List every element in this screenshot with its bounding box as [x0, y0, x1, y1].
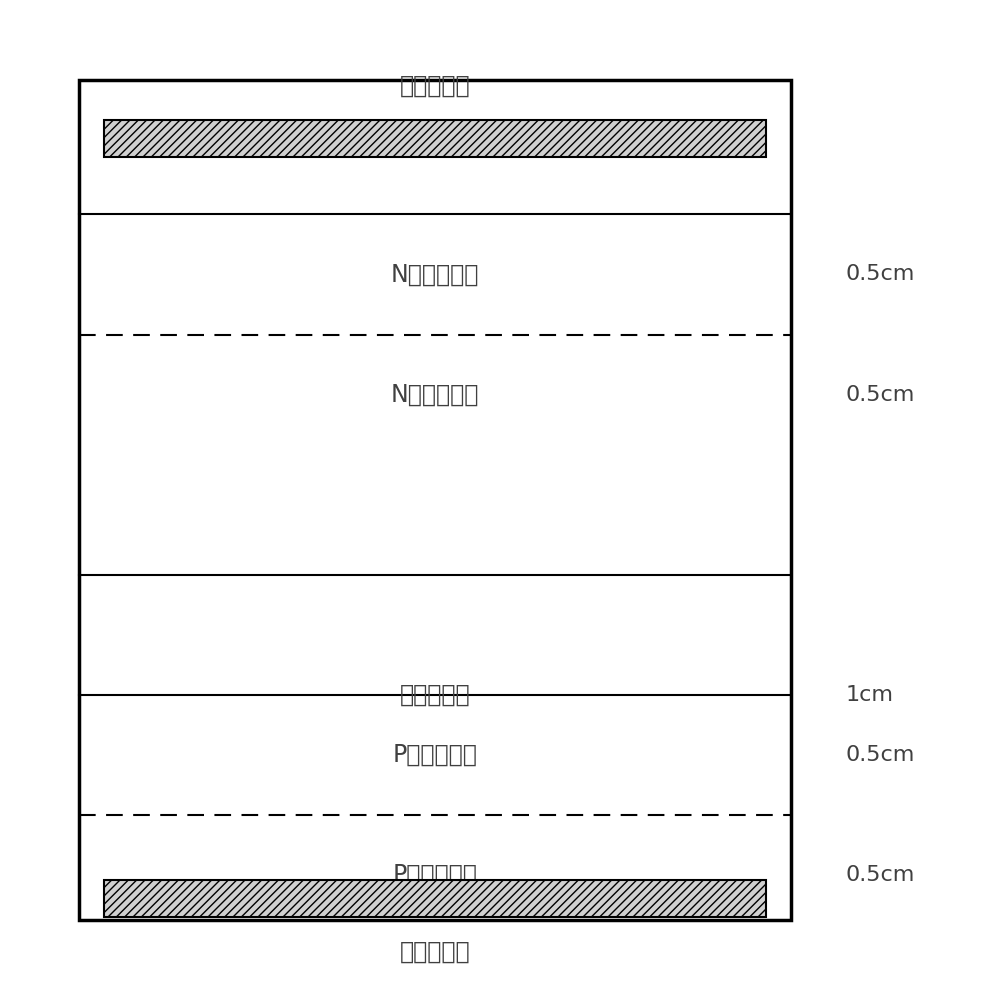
Bar — [79, 80, 791, 920]
Text: 正极电极层: 正极电极层 — [400, 73, 471, 97]
Bar — [104, 880, 766, 917]
Text: 0.5cm: 0.5cm — [846, 865, 915, 885]
Text: 负极电极层: 负极电极层 — [400, 940, 471, 964]
Text: 0.5cm: 0.5cm — [846, 385, 915, 405]
Text: 1cm: 1cm — [846, 685, 894, 705]
Text: 0.5cm: 0.5cm — [846, 264, 915, 284]
Text: N型轻掺杂区: N型轻掺杂区 — [391, 383, 480, 407]
Bar — [104, 120, 766, 157]
Text: N型重掺杂区: N型重掺杂区 — [391, 262, 480, 286]
Text: P型重掺杂区: P型重掺杂区 — [393, 863, 478, 887]
Text: 绝缘陶瓷层: 绝缘陶瓷层 — [400, 683, 471, 707]
Text: P型轻掺杂区: P型轻掺杂区 — [393, 743, 478, 767]
Text: 0.5cm: 0.5cm — [846, 745, 915, 765]
